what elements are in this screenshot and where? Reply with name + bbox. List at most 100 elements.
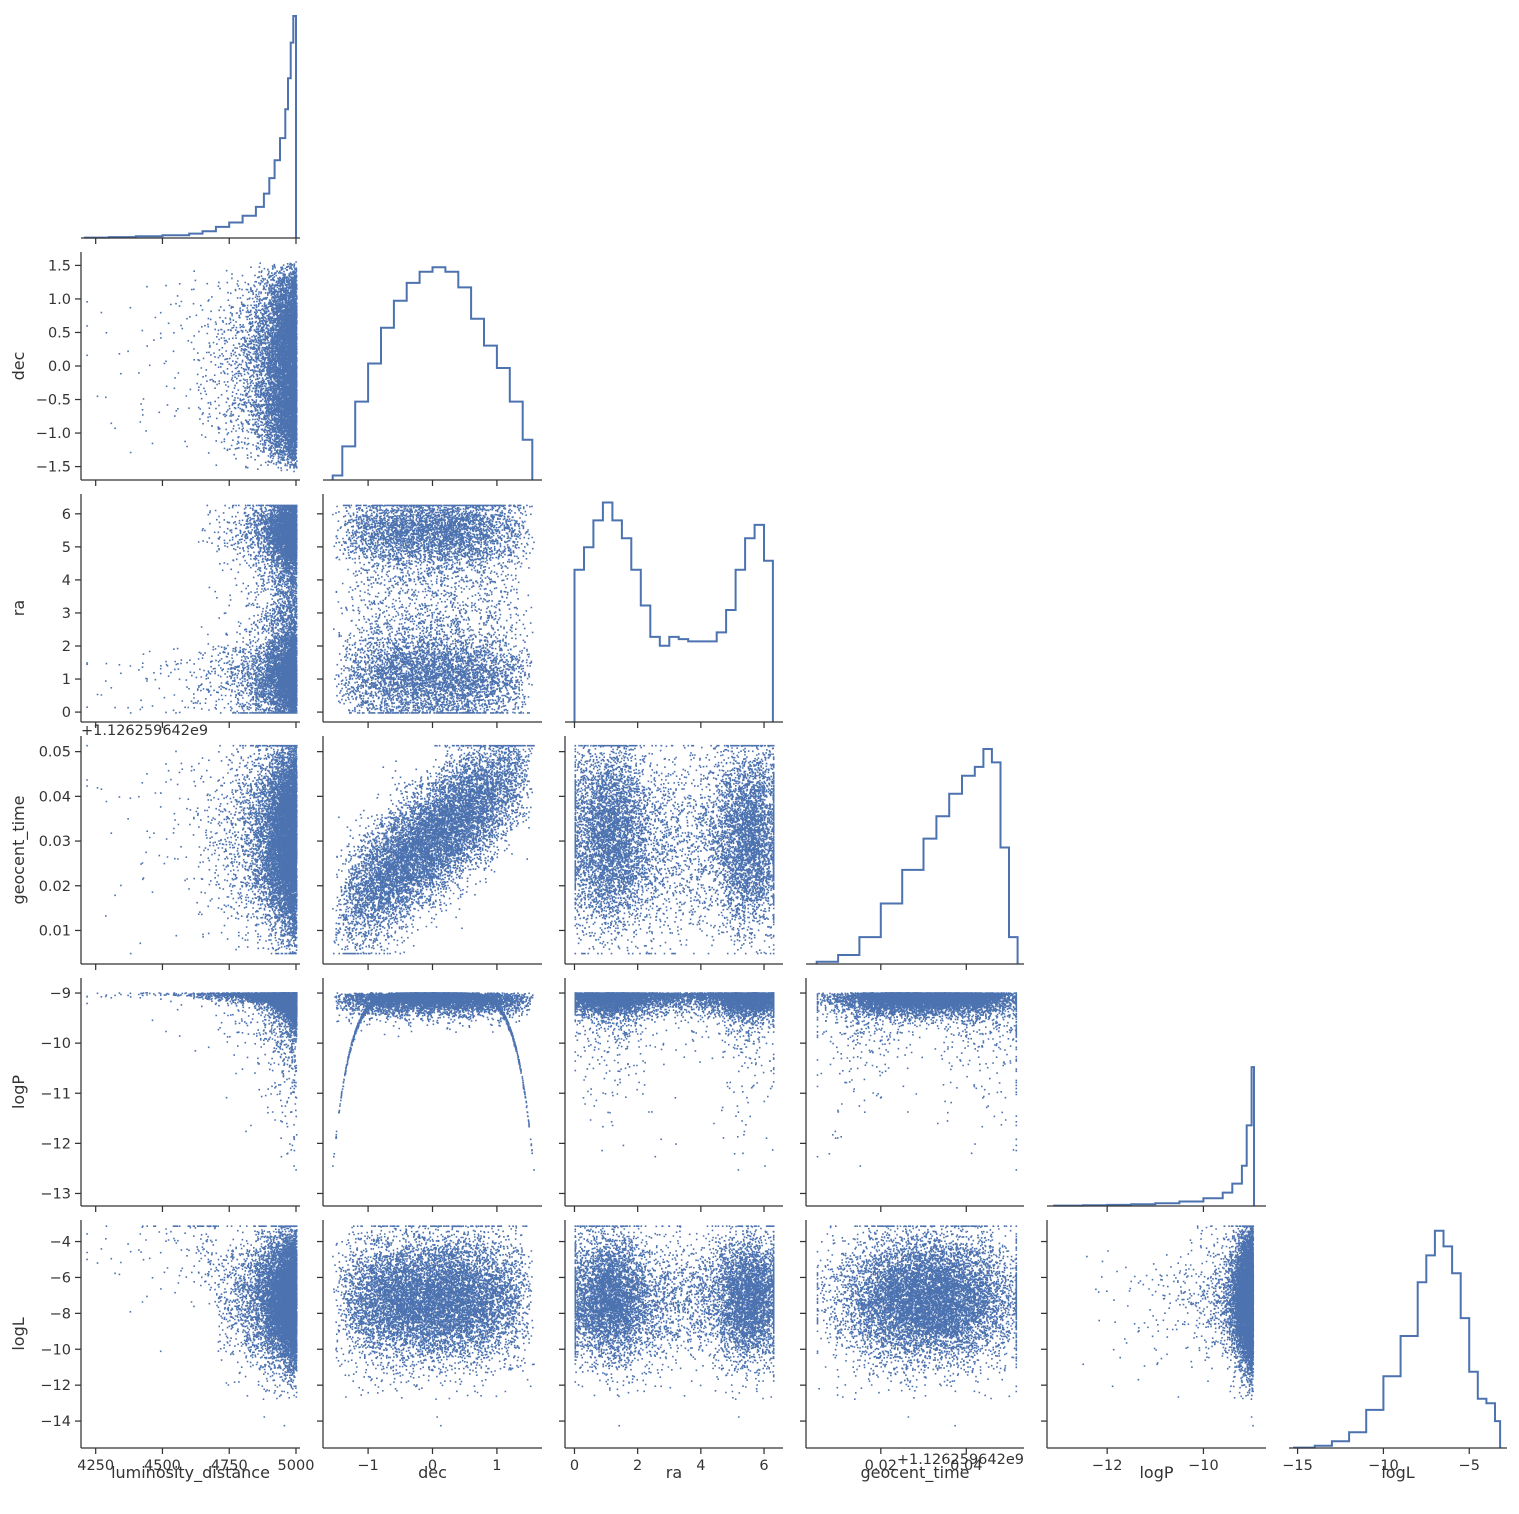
panel-dec-vs-dec bbox=[323, 266, 542, 486]
y-tick-label: 1 bbox=[62, 672, 71, 688]
histogram-geocent_time bbox=[815, 748, 1019, 964]
panel-logL-vs-luminosity_distance: 4250 4500 4750 5000 −14 −12 −10 −8 −6 −4 bbox=[40, 1220, 314, 1474]
scatter-points bbox=[332, 992, 535, 1171]
y-tick-label: −11 bbox=[40, 1086, 71, 1102]
scatter-marks bbox=[86, 992, 298, 1171]
x-tick-label: 0.04 bbox=[950, 1458, 982, 1474]
y-tick-label: −0.5 bbox=[36, 393, 71, 409]
scatter-points bbox=[86, 744, 298, 955]
y-tick-label: −1.5 bbox=[36, 460, 71, 476]
y-tick-label: 0 bbox=[62, 705, 71, 721]
y-tick-label: 5 bbox=[62, 540, 71, 556]
scatter-points bbox=[86, 504, 298, 714]
histogram-dec bbox=[331, 266, 534, 480]
scatter-points bbox=[86, 261, 298, 473]
y-tick-label: 0.01 bbox=[39, 923, 71, 939]
x-tick-label: 0.02 bbox=[865, 1458, 897, 1474]
x-tick-label: −15 bbox=[1282, 1458, 1313, 1474]
panel-ra-vs-dec bbox=[317, 494, 542, 728]
panel-logP-vs-luminosity_distance: −13 −12 −11 −10 −9 bbox=[40, 978, 300, 1212]
scatter-points bbox=[86, 992, 298, 1171]
panel-geocent_time-vs-luminosity_distance: 0.01 0.02 0.03 0.04 0.05 bbox=[39, 736, 300, 970]
x-tick-label: 5000 bbox=[278, 1458, 315, 1474]
y-tick-label: 3 bbox=[62, 606, 71, 622]
y-tick-label: −4 bbox=[50, 1235, 71, 1251]
y-axis-label-logL: logL bbox=[9, 1317, 28, 1350]
panel-logP-vs-geocent_time bbox=[800, 978, 1024, 1212]
panel-geocent_time-vs-geocent_time bbox=[806, 748, 1024, 970]
scatter-marks bbox=[816, 1225, 1018, 1427]
scatter-points bbox=[816, 992, 1018, 1171]
y-tick-label: 1.0 bbox=[48, 292, 71, 308]
scatter-marks bbox=[332, 1225, 535, 1427]
panel-logP-vs-ra bbox=[559, 978, 783, 1212]
y-tick-label: 0.0 bbox=[48, 359, 71, 375]
y-tick-label: −8 bbox=[50, 1306, 71, 1322]
x-axis-label-logL: logL bbox=[1381, 1463, 1414, 1482]
scatter-points bbox=[574, 1225, 775, 1427]
x-tick-label: −1 bbox=[357, 1458, 378, 1474]
x-axis-label-dec: dec bbox=[418, 1463, 447, 1482]
scatter-marks bbox=[574, 744, 775, 955]
y-tick-label: −12 bbox=[40, 1378, 71, 1394]
y-tick-label: −9 bbox=[50, 986, 71, 1002]
x-tick-label: 0 bbox=[570, 1458, 579, 1474]
y-offset-text: +1.126259642e9 bbox=[81, 723, 208, 739]
scatter-marks bbox=[1082, 1225, 1255, 1427]
y-tick-label: 6 bbox=[62, 507, 71, 523]
histogram-luminosity_distance bbox=[84, 15, 297, 239]
panel-ra-vs-ra bbox=[565, 501, 783, 728]
panel-logL-vs-logP: −12 −10 bbox=[1041, 1220, 1266, 1474]
panel-ra-vs-luminosity_distance: 0 1 2 3 4 5 6 bbox=[62, 494, 300, 728]
scatter-marks bbox=[574, 1225, 775, 1427]
y-tick-label: −12 bbox=[40, 1136, 71, 1152]
x-tick-label: −5 bbox=[1459, 1458, 1480, 1474]
scatter-marks bbox=[816, 992, 1018, 1171]
histogram-logP bbox=[1053, 1066, 1255, 1207]
y-tick-label: 0.03 bbox=[39, 834, 71, 850]
x-tick-label: 4 bbox=[696, 1458, 705, 1474]
scatter-marks bbox=[332, 992, 535, 1171]
x-axis-label-geocent_time: geocent_time bbox=[861, 1463, 970, 1483]
y-tick-label: 0.05 bbox=[39, 745, 71, 761]
panel-dec-vs-luminosity_distance: −1.5 −1.0 −0.5 0.0 0.5 1.0 1.5 bbox=[36, 252, 300, 486]
x-axis-label-ra: ra bbox=[666, 1463, 682, 1482]
x-tick-label: 2 bbox=[633, 1458, 642, 1474]
scatter-points bbox=[574, 992, 775, 1171]
scatter-points bbox=[332, 1225, 535, 1427]
x-offset-text: +1.126259642e9 bbox=[897, 1452, 1024, 1468]
scatter-marks bbox=[86, 261, 298, 473]
y-tick-label: 0.5 bbox=[48, 325, 71, 341]
y-tick-label: 4 bbox=[62, 573, 71, 589]
x-tick-label: 1 bbox=[492, 1458, 501, 1474]
x-axis-label-luminosity_distance: luminosity_distance bbox=[111, 1463, 270, 1483]
scatter-points bbox=[1082, 1225, 1255, 1427]
panel-logL-vs-dec: −1 0 1 bbox=[317, 1220, 542, 1474]
y-tick-label: 0.04 bbox=[39, 789, 71, 805]
scatter-marks bbox=[332, 744, 535, 955]
scatter-marks bbox=[332, 504, 535, 714]
x-tick-label: 4250 bbox=[77, 1458, 114, 1474]
x-axis-label-logP: logP bbox=[1139, 1463, 1173, 1482]
y-axis-label-geocent_time: geocent_time bbox=[9, 796, 29, 905]
panel-logL-vs-ra: 0 2 4 6 bbox=[559, 1220, 783, 1474]
y-tick-label: −14 bbox=[40, 1414, 71, 1430]
y-tick-label: 2 bbox=[62, 639, 71, 655]
x-tick-label: −10 bbox=[1368, 1458, 1399, 1474]
y-axis-label-logP: logP bbox=[9, 1075, 28, 1109]
x-tick-label: 6 bbox=[759, 1458, 768, 1474]
scatter-points bbox=[86, 1225, 298, 1427]
panel-geocent_time-vs-ra bbox=[559, 736, 783, 970]
y-tick-label: 1.5 bbox=[48, 258, 71, 274]
y-tick-label: 0.02 bbox=[39, 879, 71, 895]
panel-logP-vs-logP bbox=[1047, 1066, 1266, 1212]
scatter-points bbox=[332, 504, 535, 714]
scatter-points bbox=[574, 744, 775, 955]
panel-luminosity_distance-vs-luminosity_distance bbox=[81, 15, 300, 244]
x-tick-label: 0 bbox=[428, 1458, 437, 1474]
scatter-points bbox=[332, 744, 535, 955]
histogram-logL bbox=[1293, 1229, 1502, 1449]
scatter-marks bbox=[86, 504, 298, 714]
panel-logL-vs-geocent_time: 0.02 0.04 bbox=[800, 1220, 1024, 1474]
